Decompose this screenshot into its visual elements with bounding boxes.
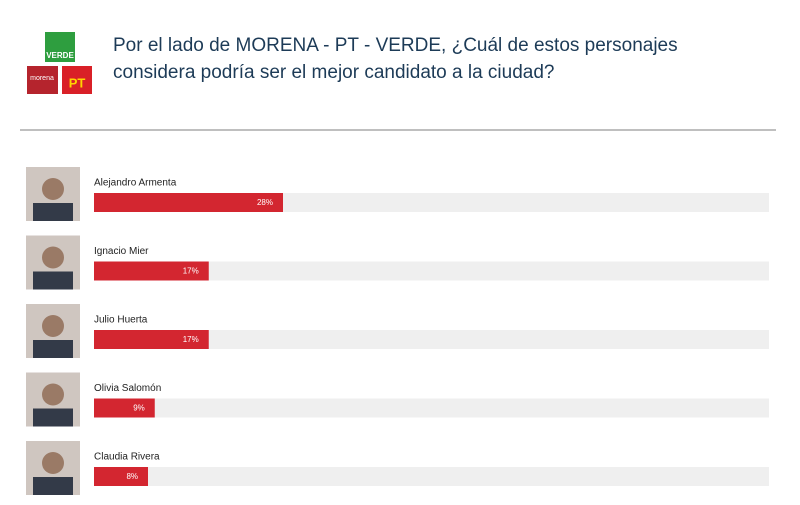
photo-body [33, 340, 73, 358]
photo-head [42, 178, 64, 200]
photo-head [42, 452, 64, 474]
logo-pt [62, 66, 92, 94]
bar [94, 398, 155, 418]
bar-track [94, 330, 769, 349]
candidate-name: Claudia Rivera [94, 452, 160, 463]
bar [94, 193, 283, 212]
photo-body [33, 271, 73, 290]
candidate-name: Ignacio Mier [94, 246, 149, 257]
bar [94, 330, 209, 349]
value-label: 17% [183, 335, 199, 344]
bar-track [94, 261, 769, 281]
candidate-name: Alejandro Armenta [94, 178, 177, 189]
value-label: 28% [257, 198, 273, 207]
bar [94, 261, 209, 281]
photo-body [33, 408, 73, 427]
logos: VERDE morena PT [27, 32, 92, 94]
bar-track [94, 398, 769, 418]
logo-text: morena [30, 75, 54, 82]
logo-text: VERDE [46, 51, 74, 60]
candidate-name: Olivia Salomón [94, 383, 161, 394]
photo-body [33, 477, 73, 495]
bar [94, 467, 148, 486]
photo-head [42, 315, 64, 337]
photo-head [42, 383, 64, 406]
poll-question: Por el lado de MORENA - PT - VERDE, ¿Cuá… [113, 35, 678, 83]
photo-head [42, 246, 64, 269]
photo-body [33, 203, 73, 221]
logo-verde [45, 32, 75, 62]
value-label: 17% [183, 267, 199, 276]
value-label: 8% [126, 472, 138, 481]
value-label: 9% [133, 404, 145, 413]
logo-text: PT [69, 75, 86, 90]
candidate-name: Julio Huerta [94, 315, 148, 326]
bar-track [94, 467, 769, 486]
logo-morena [27, 66, 58, 94]
